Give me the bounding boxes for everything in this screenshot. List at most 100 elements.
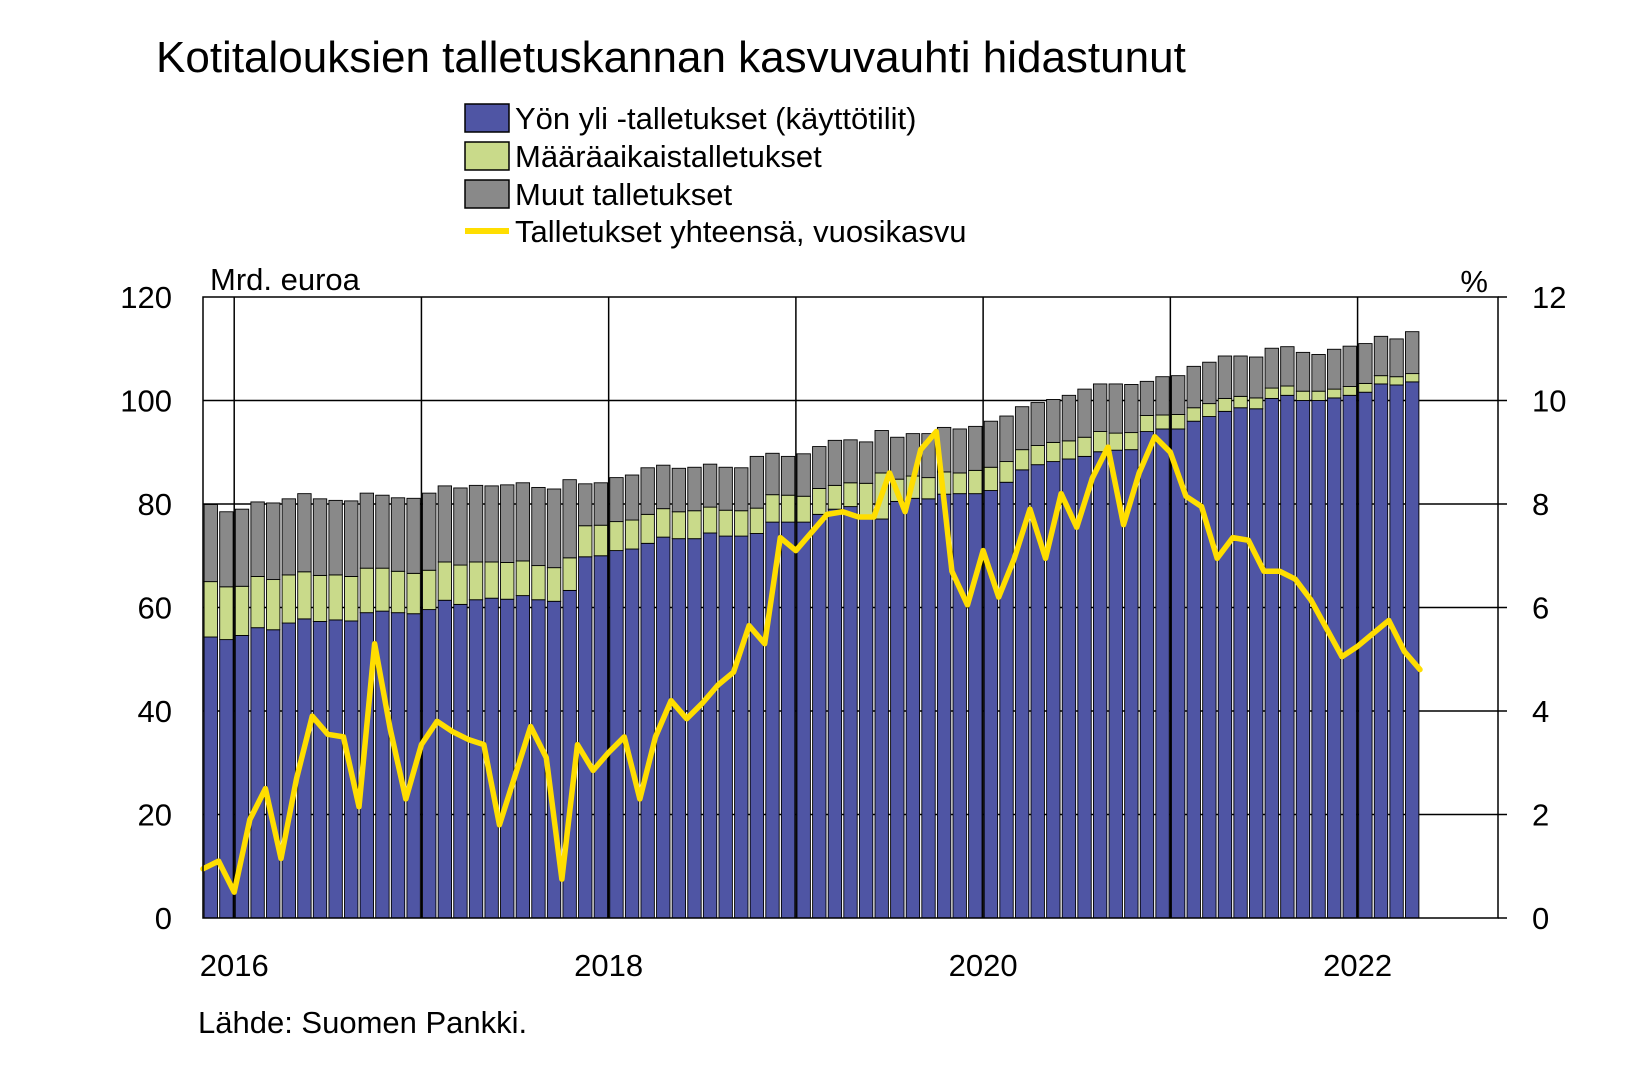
bar-overnight: [500, 598, 515, 919]
bar-overnight: [687, 538, 702, 919]
bar-overnight: [1202, 416, 1217, 919]
left-tick-label: 100: [120, 384, 172, 419]
left-tick-label: 0: [155, 901, 172, 936]
growth-line: [200, 428, 1423, 895]
bar-other: [1186, 365, 1201, 409]
bar-time-deposit: [749, 507, 765, 534]
bar-other: [578, 483, 593, 527]
bar-other: [1327, 348, 1342, 390]
bar-other: [422, 492, 437, 571]
bar-time-deposit: [1373, 375, 1389, 385]
bar-overnight: [250, 627, 265, 919]
bar-other: [359, 492, 374, 569]
bar-other: [437, 485, 452, 563]
bar-other: [1389, 338, 1404, 378]
bar-overnight: [1358, 391, 1373, 919]
bar-overnight: [203, 636, 218, 919]
bar-overnight: [905, 497, 921, 919]
bar-time-deposit: [734, 510, 749, 537]
growth-line-group: [200, 428, 1423, 895]
bar-time-deposit: [843, 482, 858, 508]
bar-time-deposit: [359, 567, 374, 614]
bar-time-deposit: [297, 571, 312, 620]
bar-time-deposit: [593, 524, 609, 557]
x-tick-label: 2018: [574, 948, 643, 983]
bar-time-deposit: [1233, 395, 1248, 409]
bar-other: [1046, 399, 1061, 443]
legend: Yön yli -talletukset (käyttötilit) Määrä…: [464, 101, 966, 249]
bar-other: [515, 482, 531, 562]
bar-time-deposit: [515, 560, 531, 597]
bar-other: [406, 497, 421, 574]
bar-time-deposit: [1295, 390, 1311, 401]
legend-swatch-time-deposits: [464, 141, 510, 171]
bar-other: [1358, 343, 1373, 384]
bar-time-deposit: [1139, 415, 1155, 433]
bar-time-deposit: [624, 519, 640, 550]
bar-overnight: [858, 517, 874, 919]
stacked-bars: [203, 331, 1420, 919]
bar-other: [796, 453, 811, 497]
bar-time-deposit: [484, 561, 499, 599]
bar-other: [734, 467, 749, 512]
bar-other: [656, 464, 671, 510]
bar-time-deposit: [203, 581, 218, 638]
bar-other: [468, 484, 484, 563]
bar-overnight: [1295, 400, 1311, 919]
bar-overnight: [593, 555, 609, 919]
left-tick-label: 60: [138, 591, 172, 626]
bar-overnight: [749, 533, 765, 919]
bar-overnight: [780, 521, 796, 919]
bar-other: [297, 493, 312, 573]
bar-other: [390, 497, 406, 572]
bar-other: [531, 486, 546, 567]
chart-title: Kotitalouksien talletuskannan kasvuvauht…: [156, 33, 1186, 82]
bar-other: [1155, 376, 1170, 416]
bar-time-deposit: [780, 494, 796, 523]
bar-other: [1373, 335, 1389, 377]
bar-other: [1311, 353, 1326, 392]
bar-other: [1405, 331, 1420, 375]
bar-overnight: [1155, 428, 1170, 919]
bar-other: [312, 498, 328, 576]
right-tick-label: 6: [1532, 591, 1549, 626]
bar-other: [812, 446, 827, 489]
bar-time-deposit: [234, 585, 250, 636]
bar-overnight: [328, 619, 343, 919]
bar-overnight: [1139, 431, 1155, 919]
bar-other: [484, 485, 499, 563]
bar-time-deposit: [1155, 414, 1170, 430]
x-axis-ticks: 2016 2018 2020 2022: [200, 948, 1392, 983]
bar-overnight: [578, 556, 593, 919]
bar-time-deposit: [1124, 432, 1139, 451]
bar-time-deposit: [1311, 390, 1326, 401]
bar-time-deposit: [453, 564, 468, 605]
bar-overnight: [1311, 400, 1326, 919]
bar-time-deposit: [1264, 387, 1279, 399]
bar-time-deposit: [390, 570, 406, 614]
bar-other: [250, 501, 265, 577]
bar-time-deposit: [827, 484, 843, 510]
bar-overnight: [640, 542, 655, 919]
legend-swatch-other-deposits: [464, 179, 510, 209]
bar-overnight: [999, 481, 1014, 919]
bar-overnight: [874, 518, 889, 919]
bar-time-deposit: [344, 576, 359, 622]
bar-other: [203, 504, 218, 583]
bar-time-deposit: [765, 494, 780, 523]
right-tick-label: 12: [1532, 280, 1566, 315]
bar-time-deposit: [1170, 414, 1186, 430]
bar-time-deposit: [578, 525, 593, 558]
bar-other: [702, 463, 718, 508]
bar-time-deposit: [718, 509, 733, 537]
bar-other: [1014, 406, 1030, 451]
bar-overnight: [1373, 383, 1389, 919]
bar-overnight: [266, 629, 281, 919]
bar-time-deposit: [640, 513, 655, 544]
bar-other: [1295, 351, 1311, 392]
bar-overnight: [734, 535, 749, 919]
bar-overnight: [422, 609, 437, 919]
bar-other: [1264, 347, 1279, 389]
bar-time-deposit: [858, 482, 874, 519]
bar-time-deposit: [1014, 449, 1030, 471]
